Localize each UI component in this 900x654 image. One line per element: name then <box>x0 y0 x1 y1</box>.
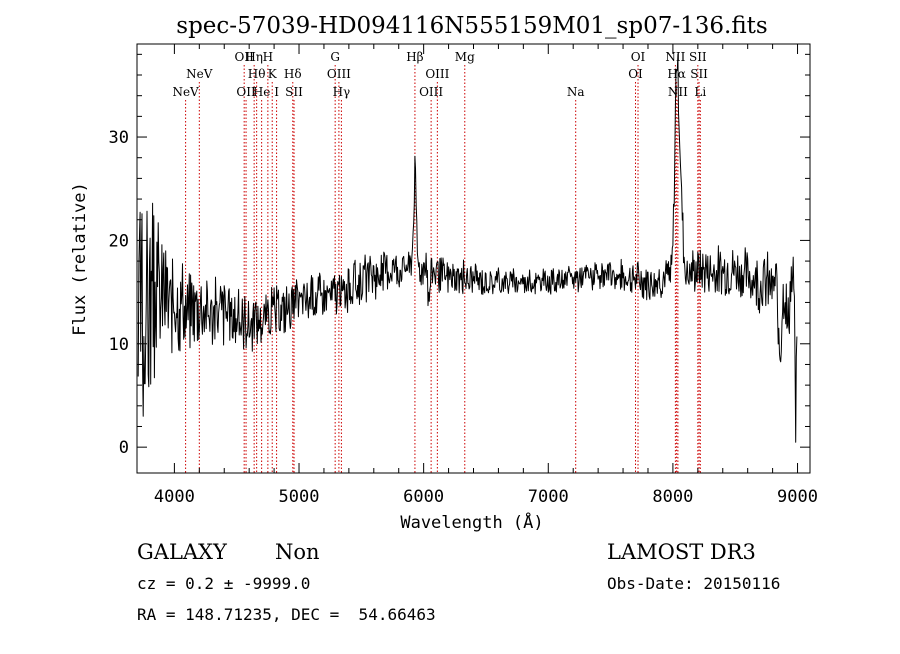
x-tick-label: 9000 <box>777 487 818 507</box>
line-marker-label: K <box>268 67 278 81</box>
line-marker-label: OIII <box>419 85 443 99</box>
x-tick-label: 7000 <box>528 487 569 507</box>
x-tick-label: 6000 <box>403 487 444 507</box>
line-marker-label: Hδ <box>284 67 302 81</box>
y-tick-label: 0 <box>119 438 129 458</box>
axes: 4000 5000 6000 7000 8000 9000 0 10 20 30 <box>109 44 818 507</box>
line-marker-label: Hθ <box>248 67 266 81</box>
line-marker-label: SII <box>689 50 707 64</box>
line-marker-label: I <box>274 85 279 99</box>
spectrum-line <box>137 53 798 443</box>
x-axis-label: Wavelength (Å) <box>400 511 543 533</box>
line-marker-label: Na <box>567 85 585 99</box>
obs-date-readout: Obs-Date: 20150116 <box>607 574 780 593</box>
line-marker-label: OIII <box>425 67 449 81</box>
line-marker-label: Hβ <box>406 50 423 64</box>
line-marker-label: NeV <box>186 67 213 81</box>
line-marker-label: G <box>330 50 340 64</box>
galaxy-class-label: GALAXY <box>137 540 228 564</box>
survey-label: LAMOST DR3 <box>607 540 756 564</box>
y-axis-label: Flux (relative) <box>70 182 90 336</box>
line-marker-label: Hη <box>245 50 263 64</box>
spectrum-series <box>137 53 798 443</box>
y-tick-label: 20 <box>109 231 129 251</box>
line-marker-label: Hγ <box>333 85 351 99</box>
line-marker-label: OII <box>235 50 255 64</box>
x-tick-label: 8000 <box>652 487 693 507</box>
ra-dec-readout: RA = 148.71235, DEC = 54.66463 <box>137 605 436 624</box>
line-marker-label: OI <box>631 50 646 64</box>
line-marker-label: OII <box>236 85 256 99</box>
line-marker-label: NII <box>665 50 685 64</box>
line-marker-label: H <box>263 50 273 64</box>
line-marker-label: OIII <box>327 67 351 81</box>
line-marker-label: OI <box>628 67 643 81</box>
line-marker-label: He <box>253 85 271 99</box>
line-marker-label: Mg <box>455 50 475 64</box>
x-tick-label: 4000 <box>154 487 195 507</box>
redshift-readout: cz = 0.2 ± -9999.0 <box>137 574 310 593</box>
y-tick-label: 10 <box>109 335 129 355</box>
plot-frame <box>136 43 811 474</box>
line-marker-label: SII <box>285 85 303 99</box>
galaxy-subclass-label: Non <box>275 540 320 564</box>
line-marker-label: Li <box>694 85 706 99</box>
line-marker-label: SII <box>690 67 708 81</box>
line-marker-label: Hα <box>667 67 686 81</box>
y-tick-label: 30 <box>109 128 129 148</box>
chart-title: spec-57039-HD094116N555159M01_sp07-136.f… <box>176 13 767 39</box>
line-marker-label: NeV <box>172 85 199 99</box>
x-tick-label: 5000 <box>279 487 320 507</box>
